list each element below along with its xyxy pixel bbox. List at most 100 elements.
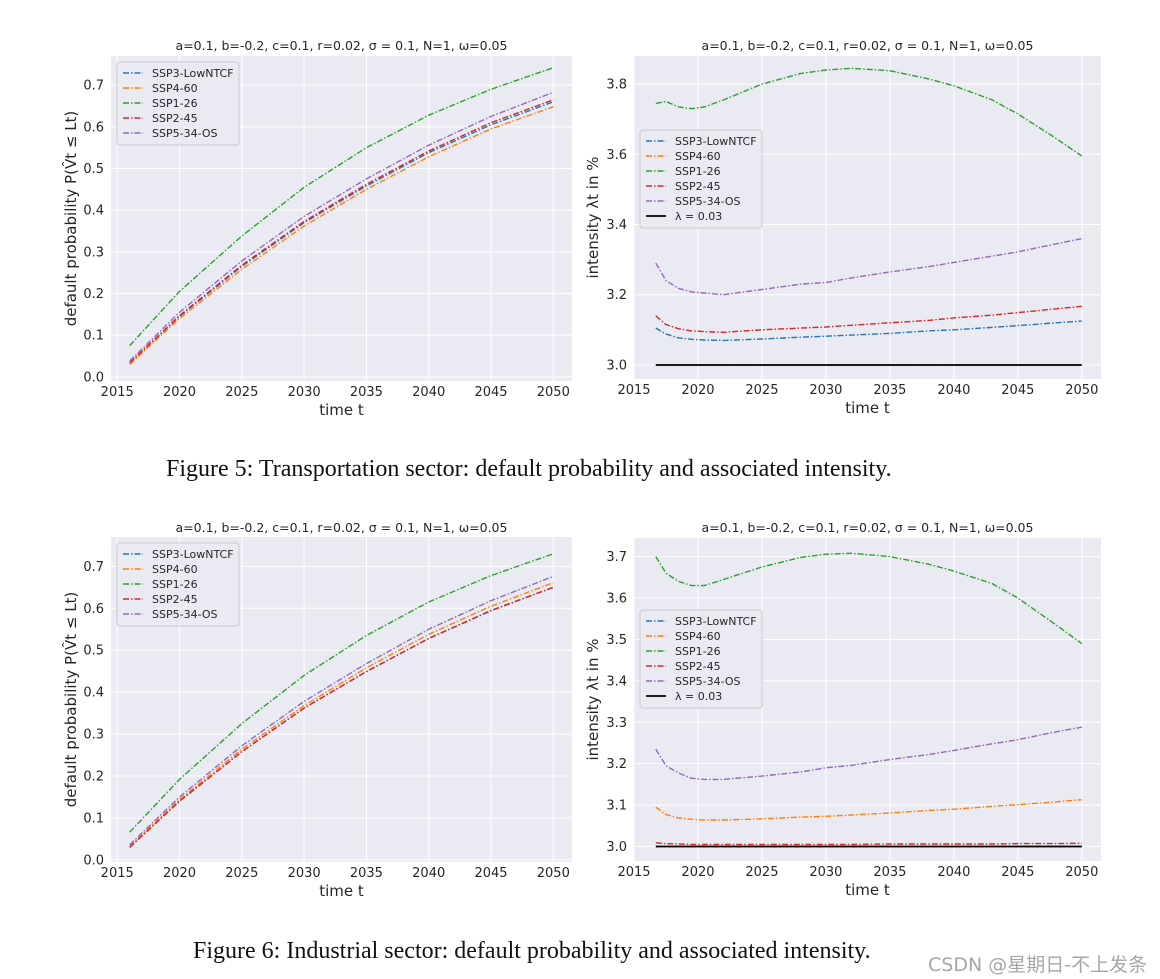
data-point-ssp4-60 (825, 816, 826, 817)
data-point-ssp2-45 (553, 587, 554, 588)
data-point-0-03 (825, 846, 826, 847)
data-point-ssp3-lowntcf (723, 340, 724, 341)
data-point-0-03 (889, 846, 890, 847)
y-tick-label: 0.2 (83, 770, 104, 785)
series-line-ssp5-34-os (129, 91, 554, 362)
data-point-ssp5-34-os (1017, 739, 1018, 740)
data-point-ssp5-34-os (428, 145, 429, 146)
data-point-ssp3-lowntcf (825, 336, 826, 337)
data-point-ssp5-34-os (761, 776, 762, 777)
legend-label-ssp3-lowntcf: SSP3-LowNTCF (675, 135, 757, 148)
data-point-ssp5-34-os (800, 284, 801, 285)
data-point-ssp4-60 (241, 269, 242, 270)
data-point-ssp2-45 (241, 751, 242, 752)
data-point-ssp5-34-os (129, 844, 130, 845)
data-point-0-03 (761, 364, 762, 365)
data-point-ssp5-34-os (678, 288, 679, 289)
data-point-ssp3-lowntcf (678, 337, 679, 338)
y-tick-label: 0.0 (83, 853, 104, 868)
data-point-ssp2-45 (1081, 843, 1082, 844)
data-point-ssp2-45 (1017, 843, 1018, 844)
data-point-ssp4-60 (304, 225, 305, 226)
data-point-ssp5-34-os (1056, 243, 1057, 244)
y-tick-label: 0.4 (83, 686, 104, 701)
data-point-ssp4-60 (490, 128, 491, 129)
figure-5-caption: Figure 5: Transportation sector: default… (166, 456, 892, 482)
chart-title: a=0.1, b=-0.2, c=0.1, r=0.02, σ = 0.1, N… (176, 38, 508, 53)
data-point-ssp1-26 (553, 67, 554, 68)
data-point-ssp4-60 (1081, 799, 1082, 800)
x-tick-label: 2035 (350, 385, 383, 400)
legend-label-ssp4-60: SSP4-60 (675, 630, 721, 643)
data-point-ssp2-45 (953, 317, 954, 318)
series-line-ssp2-45 (655, 305, 1082, 333)
x-tick-label: 2030 (288, 385, 321, 400)
data-point-ssp2-45 (1017, 312, 1018, 313)
data-point-ssp1-26 (761, 83, 762, 84)
legend-label-ssp1-26: SSP1-26 (675, 645, 721, 658)
data-point-0-03 (800, 364, 801, 365)
data-point-ssp2-45 (928, 843, 929, 844)
data-point-ssp5-34-os (992, 743, 993, 744)
legend: SSP3-LowNTCF SSP4-60 SSP1-26 SSP2-45 SSP5-34… (116, 542, 240, 627)
data-point-ssp3-lowntcf (665, 333, 666, 334)
data-point-ssp5-34-os (366, 663, 367, 664)
legend-label-ssp2-45: SSP2-45 (675, 180, 721, 193)
legend-label-0-03: λ = 0.03 (675, 210, 722, 223)
data-point-ssp5-34-os (1056, 731, 1057, 732)
data-point-ssp5-34-os (851, 277, 852, 278)
x-tick-label: 2045 (474, 866, 507, 881)
data-point-0-03 (889, 364, 890, 365)
x-tick-label: 2050 (537, 866, 570, 881)
data-point-ssp1-26 (723, 579, 724, 580)
data-point-ssp2-45 (1056, 308, 1057, 309)
data-point-ssp4-60 (1056, 801, 1057, 802)
data-point-0-03 (953, 846, 954, 847)
data-point-ssp1-26 (889, 556, 890, 557)
data-point-ssp2-45 (366, 184, 367, 185)
data-point-ssp3-lowntcf (490, 124, 491, 125)
data-point-ssp5-34-os (241, 260, 242, 261)
legend-label-ssp4-60: SSP4-60 (675, 150, 721, 163)
data-point-ssp2-45 (179, 315, 180, 316)
legend-label-ssp3-lowntcf: SSP3-LowNTCF (152, 67, 234, 80)
watermark: CSDN @星期日-不上发条 (928, 954, 1148, 976)
x-tick-label: 2040 (412, 866, 445, 881)
legend-label-ssp5-34-os: SSP5-34-OS (152, 608, 217, 621)
data-point-ssp1-26 (241, 723, 242, 724)
data-point-0-03 (851, 364, 852, 365)
data-point-0-03 (1017, 846, 1018, 847)
legend-label-ssp4-60: SSP4-60 (152, 82, 198, 95)
data-point-ssp1-26 (1056, 138, 1057, 139)
data-point-ssp1-26 (428, 115, 429, 116)
data-point-ssp1-26 (179, 779, 180, 780)
data-point-ssp2-45 (851, 325, 852, 326)
x-tick-label: 2015 (617, 865, 650, 880)
chart-title: a=0.1, b=-0.2, c=0.1, r=0.02, σ = 0.1, N… (702, 520, 1034, 535)
data-point-ssp1-26 (691, 585, 692, 586)
data-point-ssp1-26 (304, 187, 305, 188)
data-point-ssp1-26 (129, 832, 130, 833)
data-point-ssp1-26 (953, 85, 954, 86)
data-point-ssp2-45 (655, 315, 656, 316)
data-point-ssp1-26 (851, 68, 852, 69)
data-point-0-03 (678, 846, 679, 847)
data-point-ssp4-60 (691, 819, 692, 820)
data-point-ssp1-26 (928, 563, 929, 564)
data-point-ssp1-26 (761, 566, 762, 567)
legend: SSP3-LowNTCF SSP4-60 SSP1-26 SSP2-45 SSP5-34… (639, 129, 763, 229)
legend-frame (639, 129, 763, 229)
y-tick-label: 3.5 (606, 633, 627, 648)
x-tick-label: 2040 (937, 383, 970, 398)
data-point-ssp1-26 (1081, 155, 1082, 156)
data-point-ssp4-60 (953, 809, 954, 810)
legend: SSP3-LowNTCF SSP4-60 SSP1-26 SSP2-45 SSP5-34… (639, 609, 763, 709)
data-point-ssp2-45 (992, 315, 993, 316)
y-axis-label: default probability P(V̂t ≤ Lt) (61, 111, 80, 327)
data-point-0-03 (723, 364, 724, 365)
data-point-ssp5-34-os (490, 116, 491, 117)
legend-label-ssp1-26: SSP1-26 (152, 578, 198, 591)
x-tick-label: 2025 (745, 865, 778, 880)
x-tick-label: 2020 (681, 865, 714, 880)
